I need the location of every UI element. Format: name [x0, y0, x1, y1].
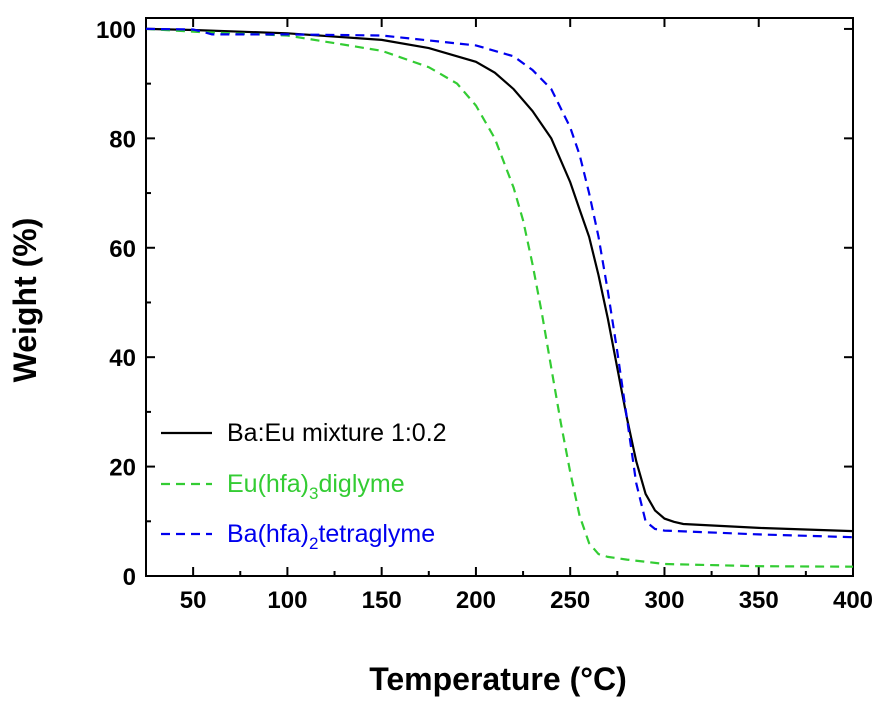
y-tick-label: 60	[109, 236, 136, 263]
legend-label-3: Ba(hfa)2tetraglyme	[227, 520, 435, 553]
series-line-3	[145, 27, 854, 539]
axes: 50 100 150 200 250 300 350 400 0 20 40 60 80 100	[96, 17, 873, 614]
y-tick-label: 100	[96, 17, 136, 44]
plot-frame	[145, 17, 854, 577]
series-line-2	[145, 27, 854, 568]
y-axis-title: Weight (%)	[7, 218, 43, 383]
y-tick-label: 40	[109, 345, 136, 372]
series-line-1	[145, 27, 854, 533]
x-tick-label: 350	[739, 587, 779, 614]
x-tick-label: 150	[362, 587, 402, 614]
y-tick-label: 0	[123, 564, 136, 591]
legend: Ba:Eu mixture 1:0.2 Eu(hfa)3diglyme Ba(hfa…	[161, 419, 447, 553]
legend-label-2: Eu(hfa)3diglyme	[227, 470, 405, 503]
x-tick-label: 50	[180, 587, 207, 614]
x-tick-label: 100	[267, 587, 307, 614]
x-tick-label: 250	[550, 587, 590, 614]
x-tick-label: 300	[644, 587, 684, 614]
y-tick-label: 80	[109, 126, 136, 153]
y-tick-label: 20	[109, 455, 136, 482]
x-tick-label: 400	[833, 587, 873, 614]
x-axis-title: Temperature (°C)	[369, 661, 627, 697]
legend-label-1: Ba:Eu mixture 1:0.2	[227, 419, 447, 447]
x-tick-label: 200	[456, 587, 496, 614]
curves	[145, 27, 854, 568]
